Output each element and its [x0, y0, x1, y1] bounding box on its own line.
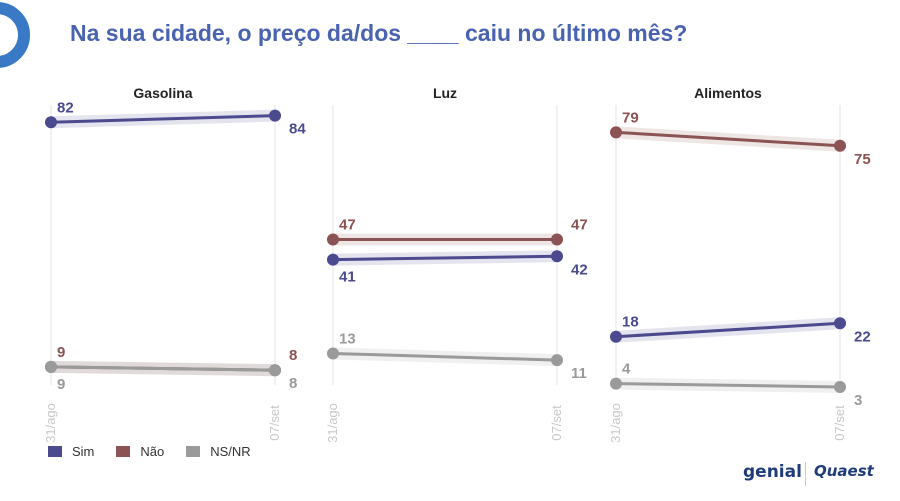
x-tick-gasolina-1: 07/set: [267, 405, 282, 441]
point-luz-sim-0: [327, 253, 339, 266]
point-gasolina-ns-nr-0: [45, 360, 57, 373]
point-gasolina-sim-0: [45, 116, 57, 129]
data-label-gasolina-nao-1: 8: [289, 347, 297, 364]
point-alimentos-sim-1: [834, 317, 846, 330]
panel-luz: Luz 31/ago 07/set 41 42 47 47 13 11: [325, 85, 588, 443]
panel-gasolina: Gasolina 31/ago 07/set 82 84 9 8 9 8: [43, 85, 306, 443]
line-luz-ns-nr: [332, 351, 558, 362]
point-gasolina-sim-1: [269, 109, 281, 122]
point-luz-sim-1: [551, 250, 563, 263]
genial-logo: genial: [743, 462, 802, 482]
point-gasolina-ns-nr-1: [269, 364, 281, 377]
line-alimentos-ns-nr: [615, 382, 841, 389]
x-tick-alimentos-0: 31/ago: [608, 403, 623, 443]
legend-label-nsnr: NS/NR: [210, 444, 251, 459]
data-label-alimentos-nao-1: 75: [854, 151, 871, 168]
data-label-luz-sim-1: 42: [571, 261, 588, 278]
legend-item-nsnr: NS/NR: [186, 444, 251, 459]
data-label-gasolina-ns-nr-0: 9: [57, 376, 65, 393]
point-alimentos-ns-nr-1: [834, 380, 846, 393]
legend-swatch-nao: [116, 446, 131, 457]
line-alimentos-nao: [615, 130, 841, 148]
panel-title-alimentos: Alimentos: [694, 85, 762, 101]
point-luz-ns-nr-0: [327, 347, 339, 360]
data-label-alimentos-sim-0: 18: [622, 314, 639, 331]
point-luz-nao-0: [327, 233, 339, 246]
quaest-logo: Quaest: [814, 462, 874, 480]
legend-label-sim: Sim: [72, 444, 95, 459]
line-luz-sim: [332, 254, 558, 262]
x-tick-luz-0: 31/ago: [325, 403, 340, 443]
data-label-gasolina-nao-0: 9: [57, 344, 65, 361]
point-luz-ns-nr-1: [551, 354, 563, 367]
data-label-gasolina-sim-1: 84: [289, 121, 306, 138]
panel-title-gasolina: Gasolina: [133, 85, 192, 101]
line-gasolina-ns-nr: [50, 365, 276, 372]
legend-label-nao: Não: [140, 444, 165, 459]
data-label-alimentos-nao-0: 79: [622, 109, 639, 126]
point-luz-nao-1: [551, 233, 563, 246]
x-tick-luz-1: 07/set: [549, 405, 564, 441]
point-alimentos-nao-0: [610, 126, 622, 139]
data-label-gasolina-sim-0: 82: [57, 99, 74, 116]
page-title: Na sua cidade, o preço da/dos ____ caiu …: [70, 20, 688, 46]
legend-swatch-nsnr: [186, 446, 201, 457]
legend-swatch-sim: [48, 446, 62, 457]
data-label-alimentos-ns-nr-1: 3: [854, 392, 862, 409]
data-label-luz-nao-1: 47: [571, 217, 588, 234]
x-tick-alimentos-1: 07/set: [832, 405, 847, 441]
data-label-luz-ns-nr-0: 13: [339, 330, 356, 347]
point-alimentos-sim-0: [610, 330, 622, 343]
point-alimentos-ns-nr-0: [610, 377, 622, 390]
data-label-luz-nao-0: 47: [339, 217, 356, 234]
line-alimentos-sim: [615, 321, 841, 339]
legend-item-sim: Sim: [48, 444, 94, 459]
data-label-gasolina-ns-nr-1: 8: [289, 375, 297, 392]
data-label-alimentos-ns-nr-0: 4: [622, 361, 631, 378]
x-tick-gasolina-0: 31/ago: [43, 403, 58, 443]
panel-alimentos: Alimentos 31/ago 07/set 18 22 79 75 4 3: [608, 85, 871, 443]
line-gasolina-sim: [50, 114, 276, 124]
legend-item-nao: Não: [116, 444, 164, 459]
data-label-alimentos-sim-1: 22: [854, 328, 871, 345]
point-alimentos-nao-1: [834, 139, 846, 152]
data-label-luz-ns-nr-1: 11: [571, 365, 587, 382]
legend: Sim Não NS/NR: [48, 444, 251, 459]
panel-title-luz: Luz: [433, 85, 457, 101]
logo-divider: [805, 462, 806, 486]
data-label-luz-sim-0: 41: [339, 269, 356, 286]
